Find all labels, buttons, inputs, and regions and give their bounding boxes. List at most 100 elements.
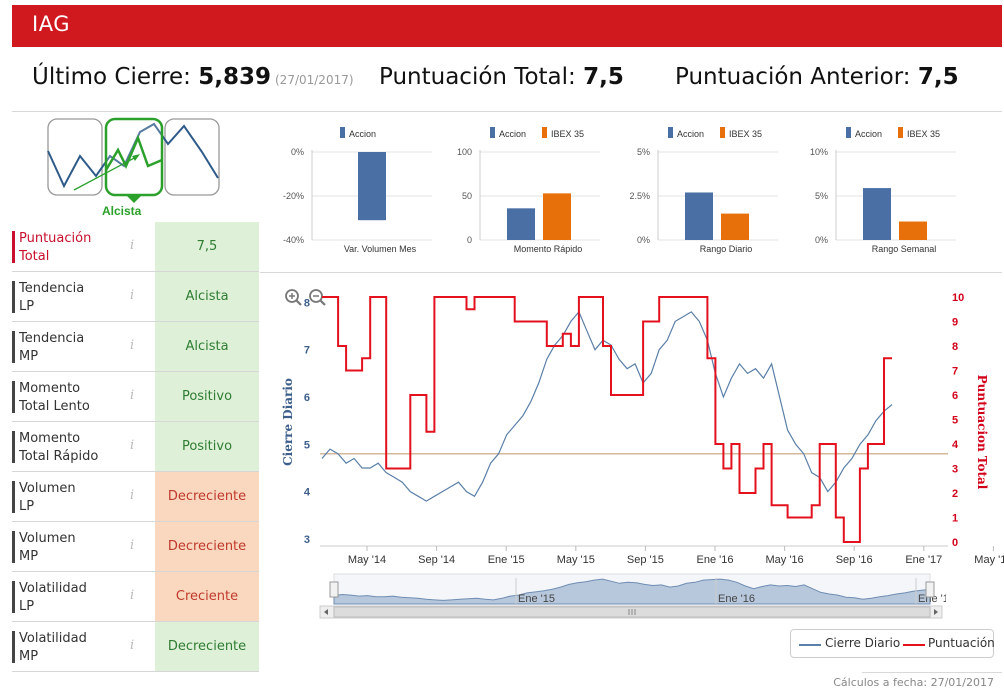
score-name: Momento Total Lento: [19, 381, 90, 414]
score-name: Momento Total Rápido: [19, 431, 99, 464]
legend-price-label[interactable]: Cierre Diario: [825, 636, 901, 650]
previous-score-value: 7,5: [917, 64, 959, 90]
score-row: Volatilidad MP i Decreciente: [12, 622, 259, 672]
trend-arrow-head: [132, 154, 140, 161]
headline: Último Cierre: 5,839 (27/01/2017) Puntuac…: [0, 64, 1004, 98]
x-tick-label: Ene '16: [697, 554, 734, 566]
score-row: Tendencia MP i Alcista: [12, 322, 259, 372]
mini-bar: [721, 213, 749, 240]
mini-tick-label: 50: [462, 191, 472, 201]
mini-bar: [685, 192, 713, 240]
scroll-left-arrow-icon[interactable]: [324, 609, 328, 615]
info-icon[interactable]: i: [130, 238, 135, 253]
info-icon[interactable]: i: [130, 388, 135, 403]
mini-chart-label: Rango Semanal: [872, 244, 937, 254]
x-tick-label: May '15: [557, 554, 595, 566]
y-left-tick: 8: [304, 297, 310, 309]
navigator-label: Ene '17: [918, 593, 946, 605]
info-icon[interactable]: i: [130, 638, 135, 653]
score-name: Tendencia LP: [19, 281, 85, 314]
divider-charts: [260, 272, 1002, 273]
total-score-label: Puntuación Total:: [379, 64, 584, 90]
mini-bar: [543, 193, 571, 240]
info-icon[interactable]: i: [130, 438, 135, 453]
mini-chart: Accion IBEX 35 5% 2.5% 0% Rango Diario: [629, 127, 778, 254]
score-series-line: [322, 296, 892, 543]
mini-chart: Accion IBEX 35 10% 5% 0% Rango Semanal: [810, 127, 956, 254]
mini-tick-label: -20%: [283, 191, 304, 201]
legend-swatch: [898, 127, 903, 138]
y-left-tick: 7: [304, 345, 310, 357]
mini-tick-label: 0%: [291, 147, 304, 157]
mini-legend-label: IBEX 35: [729, 129, 762, 139]
mini-legend-label: Accion: [499, 129, 526, 139]
mini-tick-label: -40%: [283, 235, 304, 245]
range-navigator[interactable]: Ene '15 Ene '16 Ene '17: [316, 572, 946, 622]
score-name: Tendencia MP: [19, 331, 85, 364]
total-score-value: 7,5: [583, 64, 624, 90]
legend-swatch: [542, 127, 547, 138]
legend-swatch: [668, 127, 673, 138]
info-icon[interactable]: i: [130, 588, 135, 603]
score-row: Volatilidad LP i Creciente: [12, 572, 259, 622]
score-row: Puntuación Total i 7,5: [12, 222, 259, 272]
zoom-out-button[interactable]: [309, 289, 326, 306]
zoom-in-button[interactable]: [285, 289, 302, 306]
row-indicator: [12, 331, 15, 363]
last-close-value: 5,839: [198, 64, 271, 90]
mini-tick-label: 0%: [637, 235, 650, 245]
mini-bar: [358, 152, 386, 221]
navigator-handle-left[interactable]: [329, 581, 339, 598]
score-name: Puntuación Total: [19, 231, 92, 264]
x-tick-label: Sep '15: [627, 554, 664, 566]
scroll-right-arrow-icon[interactable]: [934, 609, 938, 615]
mini-bar: [507, 208, 535, 240]
mini-tick-label: 10%: [810, 147, 828, 157]
header-bar: IAG: [12, 5, 1002, 47]
row-indicator: [12, 631, 15, 663]
chart-legend: Cierre Diario Puntuación: [790, 629, 995, 658]
legend-swatch: [720, 127, 725, 138]
trend-arrow: [73, 155, 139, 191]
score-value: Decreciente: [155, 522, 259, 571]
previous-score-label: Puntuación Anterior:: [675, 64, 918, 90]
price-series-line: [321, 310, 893, 502]
row-indicator: [12, 581, 15, 613]
legend-score-swatch: [903, 644, 925, 646]
zoom-out-handle: [319, 299, 326, 306]
score-value: Creciente: [155, 572, 259, 621]
zoom-in-icon: [285, 289, 299, 303]
y-right-tick: 9: [952, 317, 958, 329]
info-icon[interactable]: i: [130, 488, 135, 503]
row-indicator: [12, 431, 15, 463]
x-tick-label: May '16: [766, 554, 804, 566]
mini-tick-label: 100: [457, 147, 472, 157]
score-row: Volumen LP i Decreciente: [12, 472, 259, 522]
score-value: Decreciente: [155, 622, 259, 671]
navigator-label: Ene '15: [518, 593, 555, 605]
mini-chart: Accion 0% -20% -40% Var. Volumen Mes: [283, 127, 432, 254]
mini-legend-label: Accion: [855, 129, 882, 139]
y-left-tick: 6: [304, 392, 310, 404]
row-indicator: [12, 381, 15, 413]
main-chart: Cierre Diario Puntuacion Total 3 4 5 6 7 8 0 1 2…: [281, 289, 1004, 566]
last-close-label: Último Cierre:: [32, 64, 199, 90]
mini-legend-label: IBEX 35: [551, 129, 584, 139]
navigator-area: [333, 578, 931, 605]
mini-chart-label: Momento Rápido: [514, 244, 583, 254]
info-icon[interactable]: i: [130, 288, 135, 303]
score-table: Puntuación Total i 7,5 Tendencia LP i Alcista Te…: [12, 222, 259, 672]
score-value: Decreciente: [155, 472, 259, 521]
navigator-label: Ene '16: [718, 593, 755, 605]
trend-active-line: [104, 134, 163, 171]
navigator-handle-right[interactable]: [925, 581, 935, 598]
info-icon[interactable]: i: [130, 538, 135, 553]
legend-swatch: [846, 127, 851, 138]
legend-score-label[interactable]: Puntuación: [928, 636, 995, 650]
divider-top: [12, 111, 1002, 112]
y-right-tick: 5: [952, 415, 958, 427]
score-name: Volatilidad MP: [19, 631, 87, 664]
footer-divider: [862, 672, 1002, 673]
info-icon[interactable]: i: [130, 338, 135, 353]
y-right-tick: 8: [952, 341, 958, 353]
